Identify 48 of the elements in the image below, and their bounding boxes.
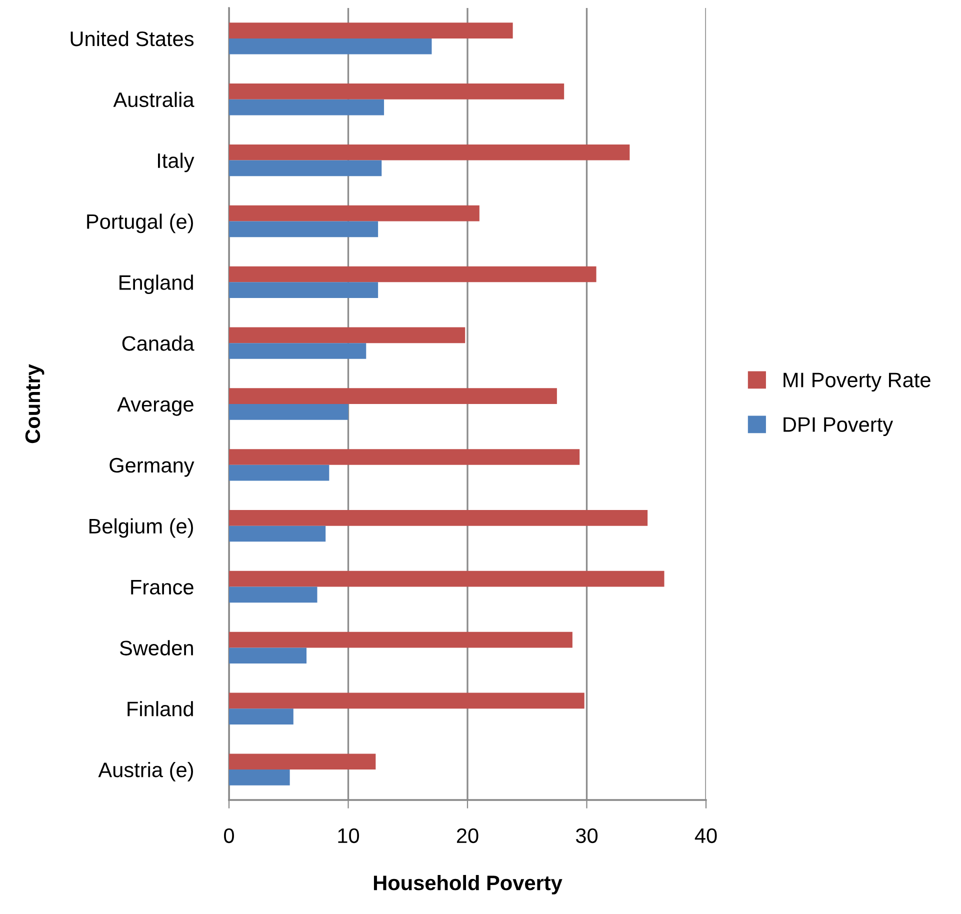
bar	[229, 464, 330, 481]
bar	[229, 282, 378, 298]
y-tick-label: Finland	[128, 701, 193, 716]
x-tick-label: 20	[456, 828, 478, 844]
y-tick-label: France	[131, 580, 194, 595]
bar	[229, 99, 384, 116]
x-tick-label: 30	[576, 828, 598, 844]
bar	[229, 692, 584, 709]
bar	[229, 510, 648, 526]
bar	[229, 144, 630, 160]
x-tick-label: 10	[338, 828, 360, 844]
bar	[229, 754, 376, 770]
y-tick-label: Canada	[122, 336, 194, 351]
legend-label: MI Poverty Rate	[784, 372, 930, 392]
bar	[229, 343, 366, 359]
bar	[229, 449, 580, 465]
bar	[229, 221, 378, 238]
y-tick-label: Sweden	[120, 640, 193, 656]
bar	[229, 84, 564, 100]
y-tick-label: Portugal (e)	[87, 214, 193, 234]
bar	[229, 586, 318, 603]
y-tick-label: Austria (e)	[98, 762, 193, 782]
bar	[229, 404, 348, 420]
bar	[229, 526, 326, 542]
bar	[229, 22, 513, 38]
bar	[229, 327, 466, 344]
bar	[229, 205, 480, 222]
bar	[229, 632, 572, 648]
bar	[229, 708, 294, 724]
y-tick-label: Australia	[113, 92, 194, 108]
x-tick-label: 40	[694, 828, 717, 844]
y-tick-label: Average	[117, 397, 194, 416]
y-tick-label: United States	[70, 30, 194, 46]
bar	[229, 648, 307, 664]
x-tick-label: 0	[224, 828, 234, 844]
y-tick-label: Italy	[158, 152, 194, 172]
bar	[229, 38, 432, 54]
y-tick-label: Belgium (e)	[89, 518, 193, 538]
bar	[229, 160, 382, 176]
y-tick-label: England	[120, 274, 193, 294]
bar	[229, 388, 557, 404]
bar	[229, 570, 664, 587]
bar	[229, 770, 290, 786]
x-axis-title: Household Poverty	[374, 874, 562, 894]
legend-label: DPI Poverty	[784, 417, 894, 436]
y-axis-title: Country	[25, 364, 44, 444]
y-tick-label: Germany	[110, 458, 194, 477]
bar	[229, 266, 596, 282]
